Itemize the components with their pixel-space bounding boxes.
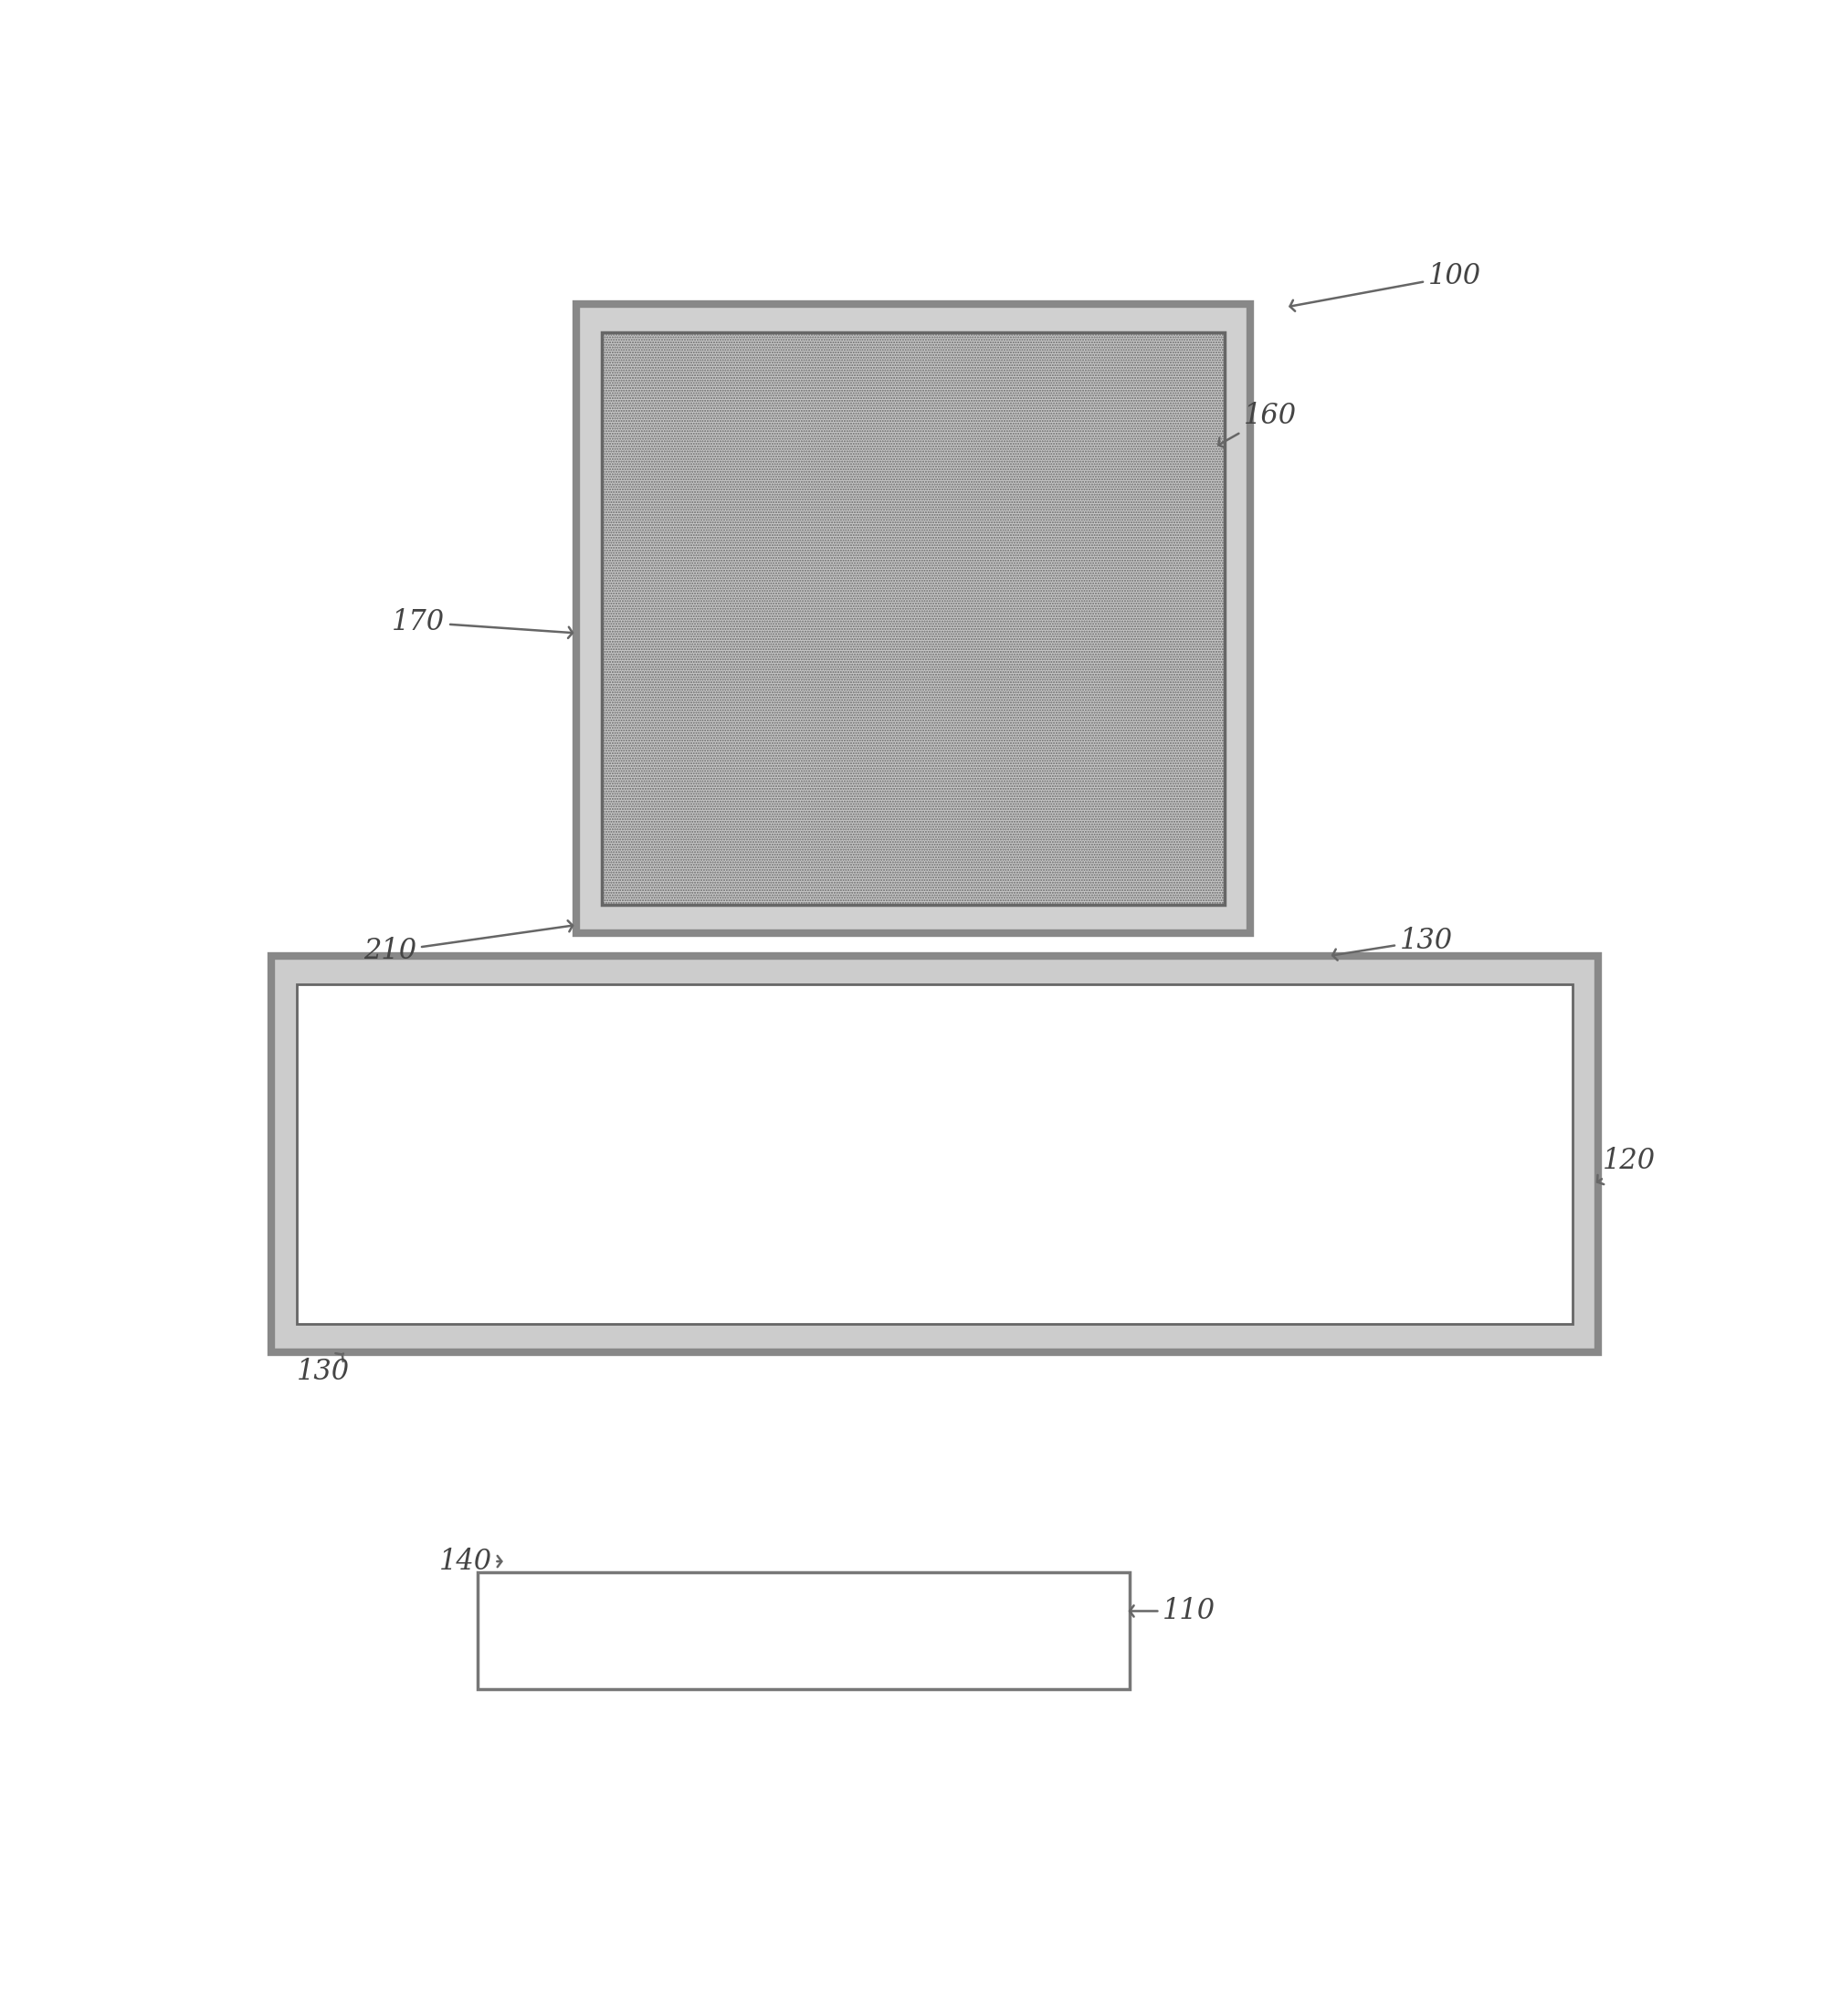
Bar: [271, 956, 1598, 1353]
Bar: [297, 984, 1573, 1325]
Bar: [602, 333, 1225, 905]
Bar: [577, 304, 1251, 933]
Text: 120: 120: [1597, 1147, 1655, 1183]
Text: 130: 130: [297, 1353, 350, 1387]
Bar: [478, 1572, 1130, 1689]
Text: 140: 140: [439, 1546, 502, 1577]
Text: 160: 160: [1219, 401, 1296, 448]
Bar: [602, 333, 1225, 905]
Bar: [602, 333, 1225, 905]
Text: 100: 100: [1291, 262, 1481, 310]
Text: 210: 210: [364, 921, 573, 966]
Text: 110: 110: [1130, 1597, 1216, 1625]
Text: 130: 130: [1333, 925, 1452, 960]
Text: 170: 170: [392, 609, 573, 639]
